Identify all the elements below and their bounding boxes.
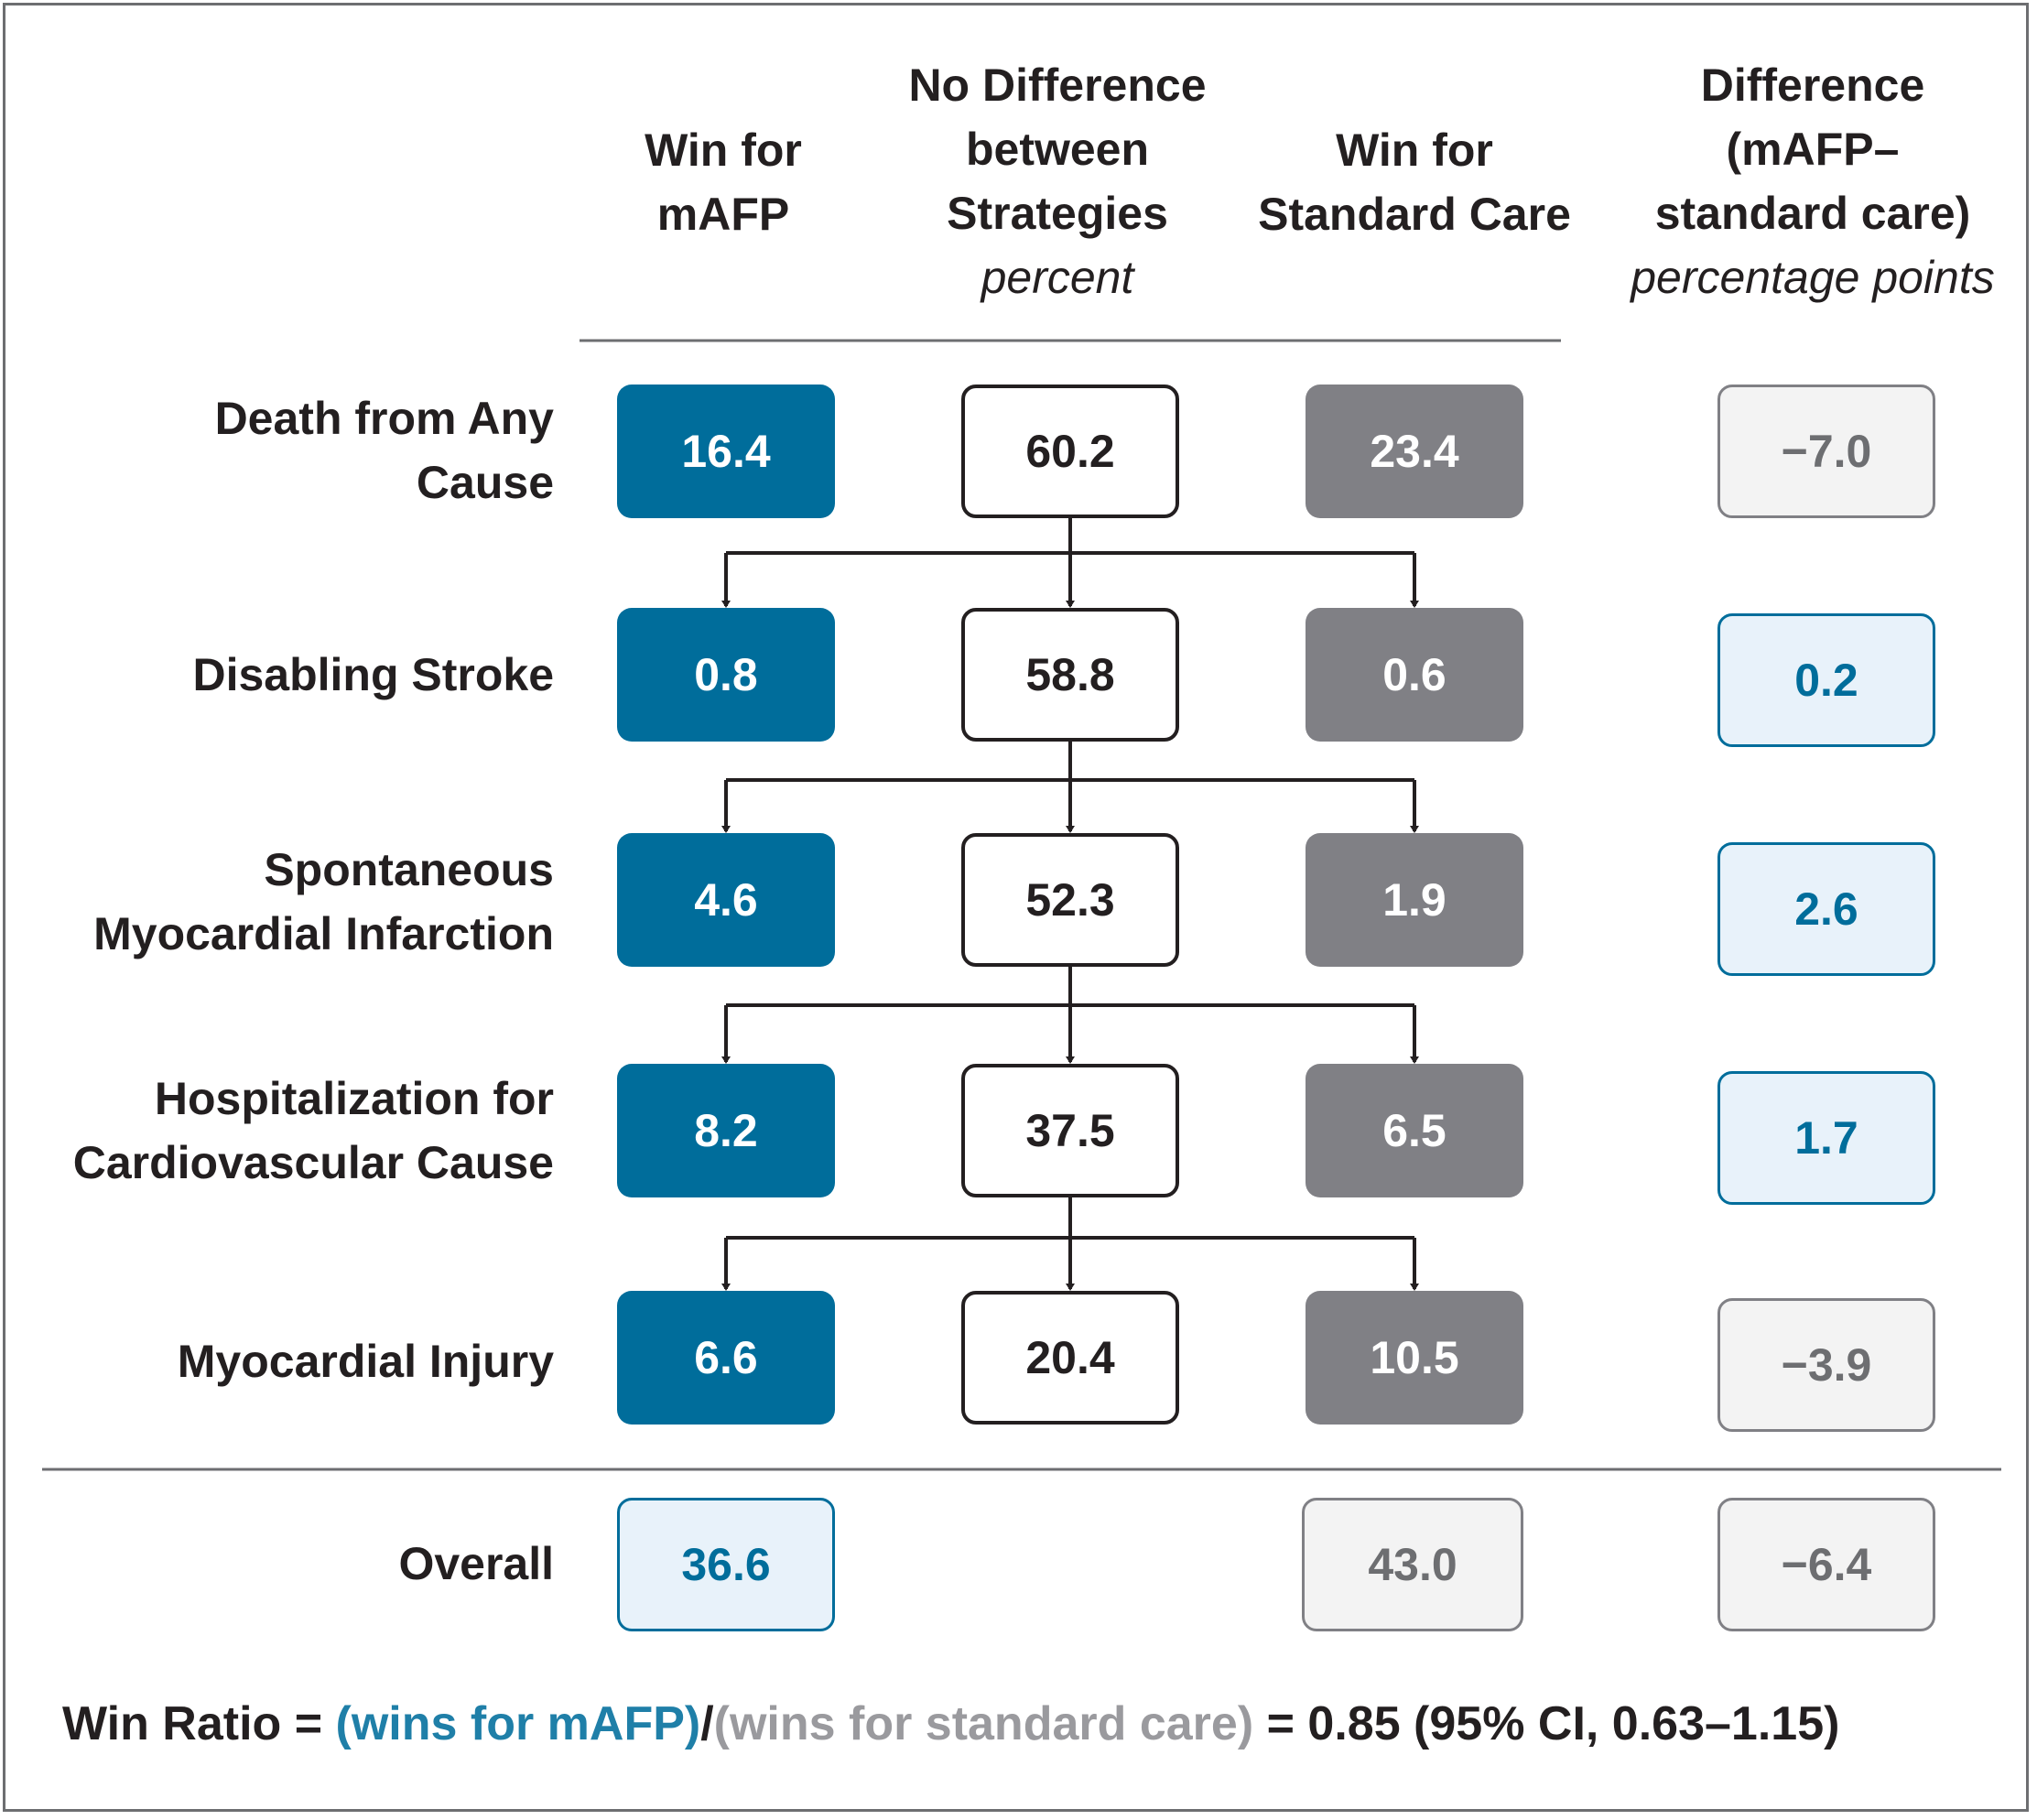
win-standard-care-box: 6.5: [1306, 1064, 1523, 1197]
row-label-hospitalization-line1: Hospitalization for: [154, 1073, 554, 1124]
difference-box: −7.0: [1717, 385, 1935, 518]
header-difference: Difference (mAFP– standard care) percent…: [1611, 53, 2014, 309]
overall-win-mafp-box: 36.6: [617, 1498, 835, 1631]
header-win-mafp-line1: Win for: [645, 125, 802, 176]
difference-box: 0.2: [1717, 613, 1935, 747]
no-difference-box: 20.4: [961, 1291, 1179, 1425]
row-label-death-line2: Cause: [416, 457, 554, 508]
header-win-standard-care-line1: Win for: [1336, 125, 1493, 176]
figure-frame: [3, 3, 2029, 1812]
win-standard-care-box: 0.6: [1306, 608, 1523, 742]
no-difference-box: 52.3: [961, 833, 1179, 967]
win-standard-care-box: 10.5: [1306, 1291, 1523, 1425]
header-win-mafp: Win for mAFP: [623, 118, 824, 246]
no-difference-box: 60.2: [961, 385, 1179, 518]
win-mafp-box: 16.4: [617, 385, 835, 518]
header-unit-percentage-points: percentage points: [1631, 252, 1995, 303]
row-label-overall: Overall: [398, 1532, 554, 1596]
header-no-difference: No Difference between Strategies percent: [879, 53, 1236, 309]
formula-prefix: Win Ratio =: [62, 1697, 336, 1750]
no-difference-box: 37.5: [961, 1064, 1179, 1197]
formula-wins-mafp: (wins for mAFP): [335, 1697, 701, 1750]
row-label-disabling-stroke-line1: Disabling Stroke: [192, 649, 554, 700]
row-label-death: Death from Any Cause: [215, 386, 554, 515]
difference-box: 2.6: [1717, 842, 1935, 976]
row-label-death-line1: Death from Any: [214, 393, 554, 444]
row-label-hospitalization-line2: Cardiovascular Cause: [72, 1137, 554, 1188]
header-win-mafp-line2: mAFP: [656, 189, 790, 240]
difference-box: 1.7: [1717, 1071, 1935, 1205]
row-label-myocardial-injury-line1: Myocardial Injury: [177, 1336, 554, 1387]
header-no-difference-line2: between: [965, 124, 1150, 175]
header-win-standard-care: Win for Standard Care: [1250, 118, 1579, 246]
formula-wins-standard-care: (wins for standard care): [713, 1697, 1254, 1750]
difference-box: −3.9: [1717, 1298, 1935, 1432]
overall-win-standard-care-box: 43.0: [1302, 1498, 1523, 1631]
row-label-overall-text: Overall: [398, 1538, 554, 1589]
row-label-spontaneous-mi-line1: Spontaneous: [264, 844, 554, 895]
header-unit-percent: percent: [981, 252, 1134, 303]
header-difference-line1: Difference: [1700, 60, 1925, 111]
win-mafp-box: 6.6: [617, 1291, 835, 1425]
formula-suffix: = 0.85 (95% CI, 0.63–1.15): [1253, 1697, 1840, 1750]
no-difference-box: 58.8: [961, 608, 1179, 742]
header-win-standard-care-line2: Standard Care: [1258, 189, 1571, 240]
row-label-hospitalization: Hospitalization for Cardiovascular Cause: [73, 1067, 554, 1195]
win-mafp-box: 0.8: [617, 608, 835, 742]
win-standard-care-box: 23.4: [1306, 385, 1523, 518]
header-difference-line2: (mAFP–: [1726, 124, 1900, 175]
win-standard-care-box: 1.9: [1306, 833, 1523, 967]
win-ratio-formula: Win Ratio = (wins for mAFP)/(wins for st…: [62, 1692, 1839, 1756]
row-label-myocardial-injury: Myocardial Injury: [178, 1329, 554, 1393]
row-label-spontaneous-mi-line2: Myocardial Infarction: [93, 908, 554, 959]
win-mafp-box: 8.2: [617, 1064, 835, 1197]
win-mafp-box: 4.6: [617, 833, 835, 967]
header-no-difference-line3: Strategies: [947, 188, 1168, 239]
header-difference-line3: standard care): [1654, 188, 1971, 239]
formula-slash: /: [700, 1697, 714, 1750]
row-label-disabling-stroke: Disabling Stroke: [192, 643, 554, 707]
row-label-spontaneous-mi: Spontaneous Myocardial Infarction: [93, 838, 554, 966]
header-no-difference-line1: No Difference: [908, 60, 1207, 111]
overall-difference-box: −6.4: [1717, 1498, 1935, 1631]
